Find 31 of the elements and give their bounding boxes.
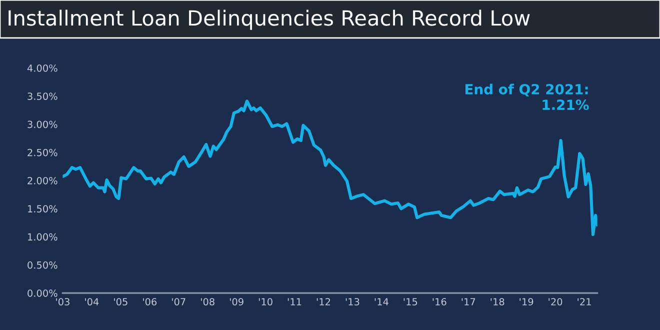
x-tick-label: '08 bbox=[200, 298, 214, 306]
x-tick-label: '18 bbox=[490, 298, 504, 306]
y-tick-label: 1.50% bbox=[28, 205, 58, 212]
x-tick-label: '11 bbox=[288, 298, 302, 306]
x-tick-label: '10 bbox=[258, 298, 272, 306]
x-tick-label: '03 bbox=[56, 298, 70, 306]
x-tick-label: '16 bbox=[432, 298, 446, 306]
y-tick-label: 1.00% bbox=[28, 233, 58, 241]
x-tick-label: '13 bbox=[346, 298, 360, 306]
y-tick-label: 0.50% bbox=[28, 261, 58, 269]
x-tick-label: '05 bbox=[114, 298, 128, 306]
y-tick-label: 0.00% bbox=[28, 290, 58, 297]
x-tick-label: '12 bbox=[316, 298, 330, 306]
x-tick-label: '19 bbox=[520, 298, 534, 306]
x-tick-label: '20 bbox=[548, 298, 562, 306]
x-tick-label: '04 bbox=[85, 298, 99, 306]
annotation: End of Q2 2021: 1.21% bbox=[465, 84, 589, 110]
x-tick-label: '07 bbox=[172, 298, 186, 306]
y-tick-label: 3.00% bbox=[28, 120, 58, 128]
x-tick-label: '06 bbox=[143, 298, 157, 306]
x-tick-label: '15 bbox=[404, 298, 418, 306]
x-tick-label: '17 bbox=[462, 298, 476, 306]
line-series bbox=[62, 100, 598, 236]
x-tick-label: '14 bbox=[374, 298, 388, 306]
y-tick-label: 3.50% bbox=[28, 92, 58, 100]
y-tick-label: 4.00% bbox=[27, 64, 58, 72]
x-tick-label: '09 bbox=[230, 298, 244, 306]
y-tick-label: 2.50% bbox=[28, 148, 58, 156]
chart-title: Installment Loan Delinquencies Reach Record Low bbox=[8, 10, 530, 30]
y-tick-label: 2.00% bbox=[28, 176, 58, 184]
x-tick-label: '21 bbox=[578, 298, 591, 306]
